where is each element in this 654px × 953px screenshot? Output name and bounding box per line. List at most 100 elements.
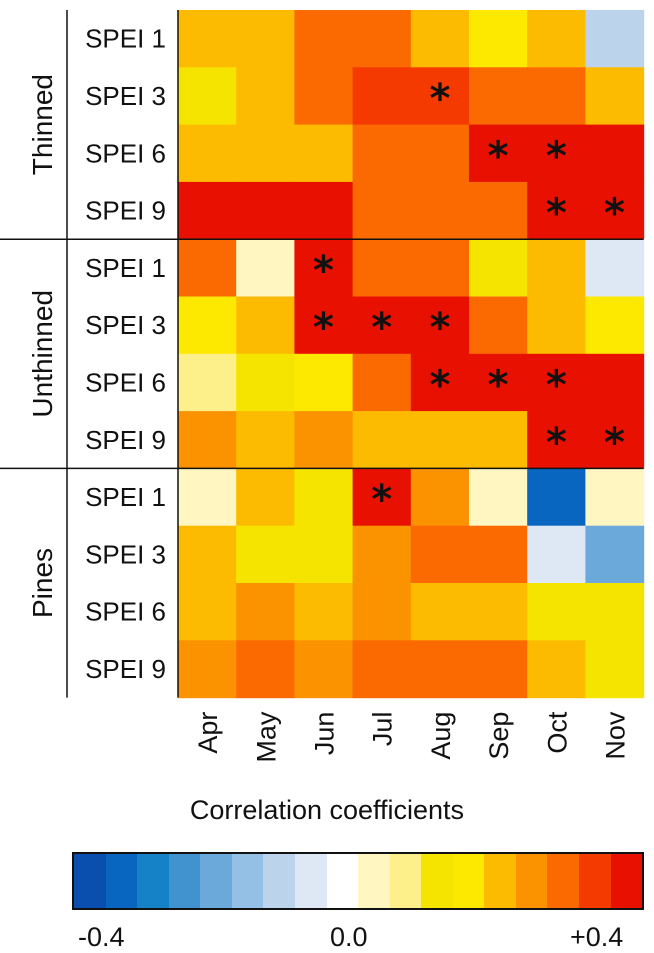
colorbar-swatch <box>294 854 327 908</box>
heatmap-cell <box>410 10 470 68</box>
heatmap-cell <box>178 10 237 68</box>
significance-marker: * <box>546 420 567 466</box>
heatmap-cell <box>236 468 295 527</box>
colorbar-swatch <box>610 854 643 908</box>
row-label: SPEI 9 <box>85 196 166 226</box>
heatmap-cell <box>527 239 586 298</box>
heatmap-cell <box>352 411 412 469</box>
group-label: Unthinned <box>27 290 58 418</box>
heatmap-cell <box>352 181 412 240</box>
heatmap-cell <box>294 239 354 298</box>
colorbar-swatch <box>547 854 579 908</box>
heatmap-cell <box>294 124 354 183</box>
colorbar-tick-min: -0.4 <box>78 922 125 952</box>
heatmap-cell <box>352 296 412 355</box>
row-label: SPEI 3 <box>85 539 166 569</box>
x-tick-label: May <box>251 711 281 763</box>
x-tick-label: Nov <box>601 711 631 760</box>
significance-marker: * <box>313 248 334 294</box>
heatmap-cell <box>469 10 528 68</box>
colorbar-swatch <box>200 854 232 908</box>
heatmap-cell <box>236 67 295 126</box>
heatmap-cell <box>178 67 237 126</box>
heatmap-cell <box>410 640 470 699</box>
heatmap-cell <box>527 10 586 68</box>
row-label: SPEI 6 <box>85 597 166 627</box>
heatmap-cell <box>469 525 528 584</box>
heatmap-cell <box>469 124 528 183</box>
heatmap-cell <box>469 411 528 469</box>
heatmap-cell <box>410 411 470 469</box>
x-tick-label: Apr <box>193 712 223 754</box>
colorbar-swatch <box>421 854 453 908</box>
heatmap-cell <box>178 124 237 183</box>
colorbar-swatch <box>389 854 422 908</box>
heatmap-cell <box>178 640 237 699</box>
significance-marker: * <box>546 362 567 408</box>
colorbar-swatch <box>168 854 201 908</box>
heatmap-cell <box>352 525 412 584</box>
heatmap-cell <box>410 181 470 240</box>
group-label: Pines <box>27 548 58 618</box>
heatmap-cell <box>236 10 295 68</box>
x-tick-label: Jun <box>310 712 340 756</box>
colorbar <box>72 852 644 910</box>
colorbar-swatch <box>579 854 611 908</box>
heatmap-cell <box>527 411 586 469</box>
significance-marker: * <box>488 362 509 408</box>
heatmap-cell <box>294 296 354 355</box>
row-label: SPEI 3 <box>85 310 166 340</box>
heatmap-cell <box>294 353 354 412</box>
heatmap-cell <box>585 124 645 183</box>
significance-marker: * <box>604 420 625 466</box>
heatmap-cell <box>410 468 470 527</box>
heatmap-cell <box>585 296 645 355</box>
heatmap-cell <box>178 525 237 584</box>
heatmap-cell <box>236 353 295 412</box>
heatmap-cell <box>469 239 528 298</box>
significance-marker: * <box>371 477 392 523</box>
heatmap-cell <box>236 296 295 355</box>
heatmap-cell <box>527 181 586 240</box>
group-label: Thinned <box>27 74 58 175</box>
heatmap-cell <box>352 468 412 527</box>
heatmap-cell <box>236 181 295 240</box>
heatmap-cell <box>410 239 470 298</box>
heatmap-cell <box>178 181 237 240</box>
heatmap-cell <box>352 124 412 183</box>
heatmap-cell <box>527 353 586 412</box>
colorbar-swatch <box>231 854 264 908</box>
heatmap-cell <box>585 353 645 412</box>
heatmap-cell <box>294 67 354 126</box>
row-label: SPEI 9 <box>85 654 166 684</box>
heatmap-cell <box>585 640 645 699</box>
heatmap-cell <box>294 181 354 240</box>
significance-marker: * <box>429 76 450 122</box>
heatmap-cell <box>410 296 470 355</box>
heatmap-chart: SPEI 1 * SPEI 3 * * SPEI 6 * * SPEI 9 Thinned * SPE… <box>0 10 645 763</box>
heatmap-cell <box>178 353 237 412</box>
heatmap-cell <box>178 296 237 355</box>
significance-marker: * <box>313 305 334 351</box>
heatmap-cell <box>352 640 412 699</box>
heatmap-cell <box>178 583 237 641</box>
x-tick-label: Sep <box>484 712 514 760</box>
heatmap-cell <box>469 67 528 126</box>
heatmap-cell <box>527 124 586 183</box>
heatmap-cell <box>236 411 295 469</box>
heatmap-cell <box>178 239 237 298</box>
colorbar-swatch <box>326 854 359 908</box>
heatmap-cell <box>236 583 295 641</box>
row-label: SPEI 9 <box>85 425 166 455</box>
significance-marker: * <box>488 133 509 179</box>
heatmap-cell <box>585 239 645 298</box>
colorbar-swatch <box>137 854 169 908</box>
heatmap-cell <box>527 525 586 584</box>
heatmap-cell <box>469 640 528 699</box>
row-label: SPEI 1 <box>85 253 166 283</box>
x-tick-label: Aug <box>426 712 456 760</box>
colorbar-swatch <box>105 854 138 908</box>
heatmap-cell <box>178 411 237 469</box>
heatmap-cell <box>585 468 645 527</box>
colorbar-swatch <box>263 854 295 908</box>
